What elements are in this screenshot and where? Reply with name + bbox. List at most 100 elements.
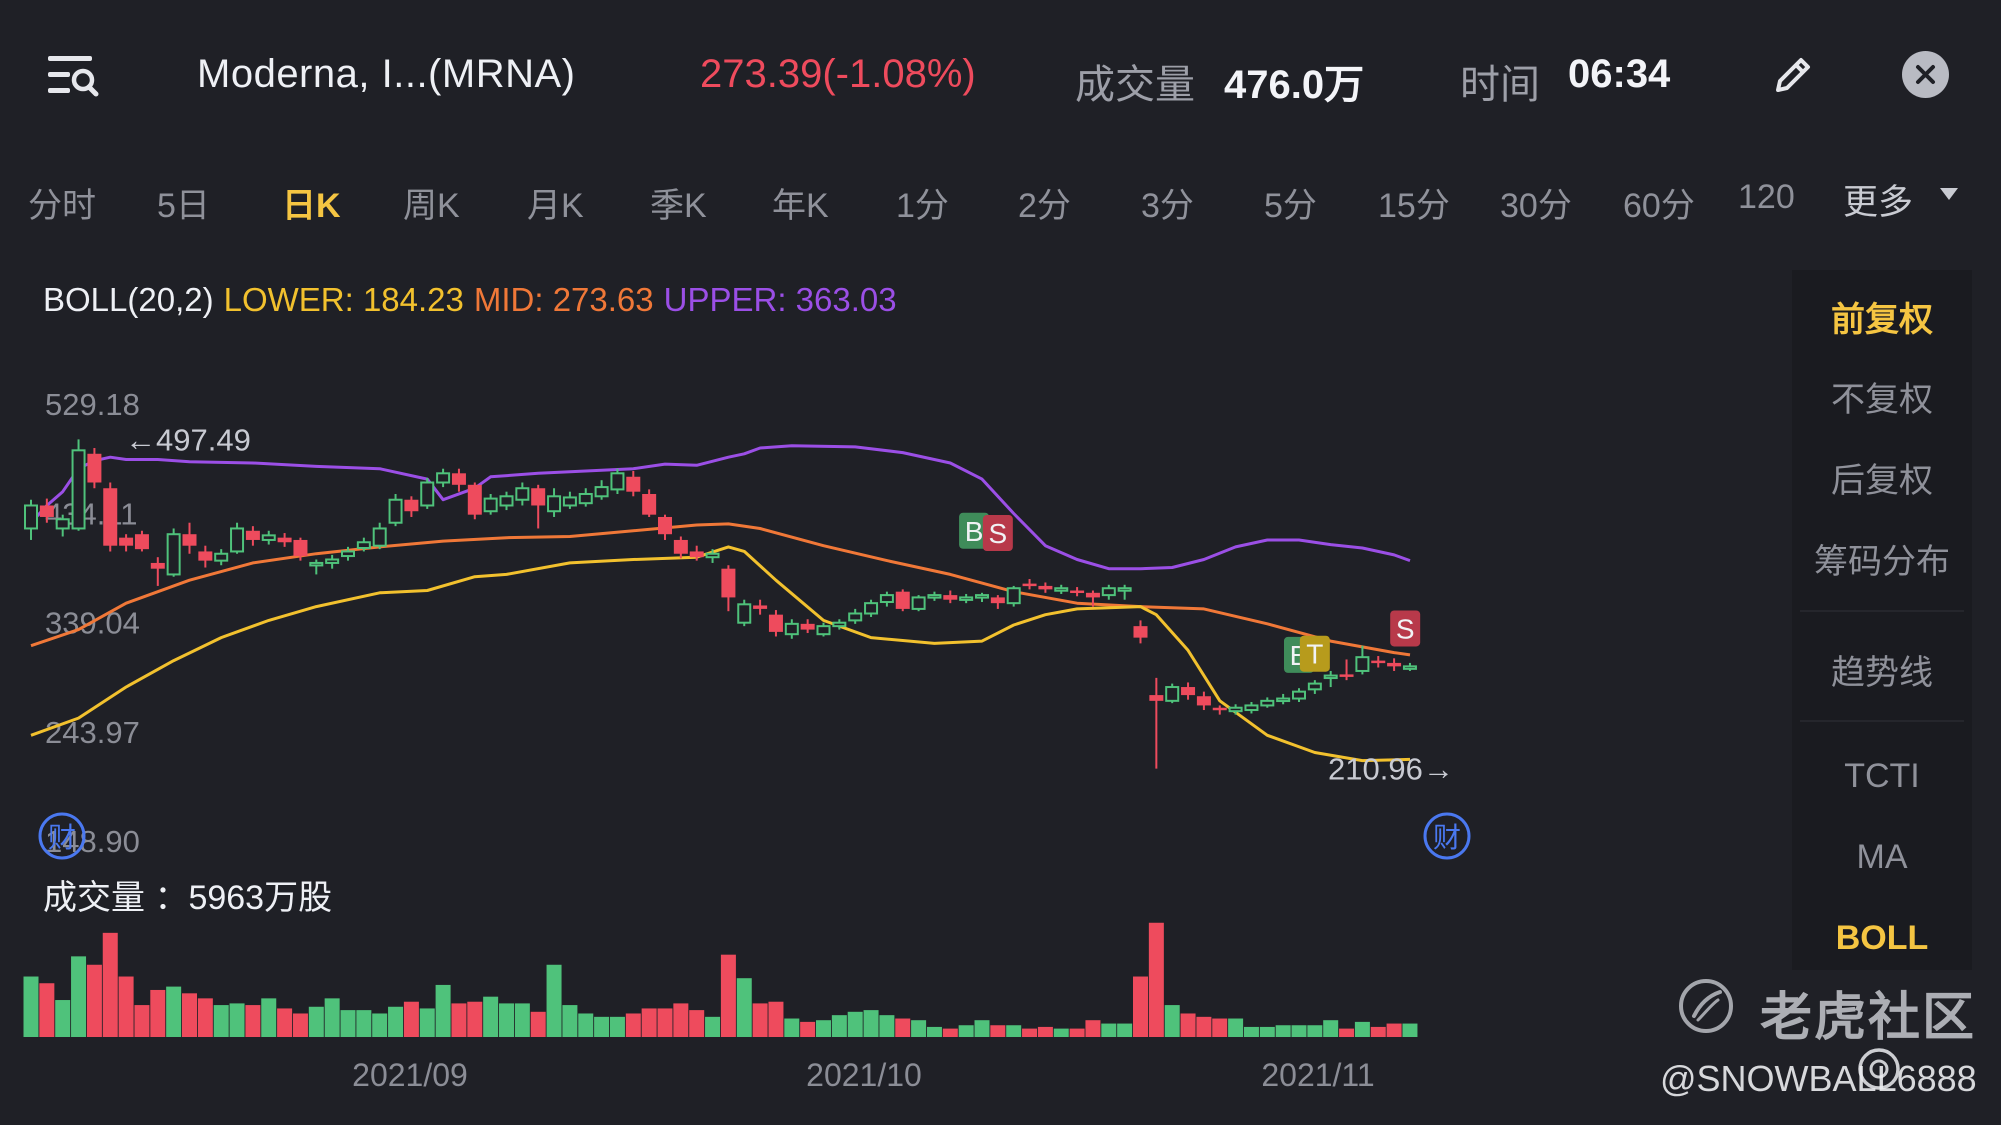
candle-body [1323, 674, 1338, 680]
volume-bar [657, 1008, 673, 1037]
volume-bar [1228, 1018, 1244, 1037]
volume-bar [816, 1020, 831, 1037]
tab-quarterly-k[interactable]: 季K [650, 187, 707, 225]
tiger-community-logo-icon [1678, 978, 1734, 1034]
earnings-marker-icon [1423, 812, 1471, 860]
price-chart[interactable]: 529.18434.11339.04243.97148.90←497.49210… [0, 370, 1790, 1090]
candle-body [737, 603, 752, 624]
candle-body [388, 498, 403, 524]
volume-bar [958, 1025, 974, 1037]
candle-body [753, 605, 768, 609]
volume-bar [1291, 1025, 1307, 1037]
pencil-icon[interactable] [1770, 52, 1816, 98]
tab-2min[interactable]: 2分 [1018, 187, 1071, 225]
volume-bar [768, 1001, 784, 1037]
candle-body [119, 537, 134, 546]
candle-body [864, 602, 879, 615]
option-backward-adjusted[interactable]: 后复权 [1831, 462, 1933, 500]
volume-bar [182, 993, 197, 1037]
candle-body [975, 594, 989, 599]
volume-bar [800, 1021, 816, 1037]
chevron-down-icon[interactable] [1940, 188, 1958, 200]
volume-bar [1402, 1023, 1418, 1037]
tab-3min[interactable]: 3分 [1141, 187, 1194, 225]
volume-bar [514, 1003, 530, 1037]
volume-bar [673, 1003, 689, 1037]
candle-body [895, 591, 910, 609]
close-icon[interactable] [1902, 51, 1949, 98]
tab-5min[interactable]: 5分 [1264, 187, 1317, 225]
candle-body [1149, 695, 1164, 701]
trade-marker [959, 512, 990, 549]
candle-body [1276, 697, 1291, 703]
volume-bar [1037, 1026, 1053, 1037]
tab-1min[interactable]: 1分 [896, 187, 949, 225]
tab-fenshi[interactable]: 分时 [28, 187, 96, 225]
x-tick-label: 2021/09 [352, 1057, 468, 1090]
option-chip-distribution[interactable]: 筹码分布 [1814, 543, 1950, 581]
volume-bar [1370, 1026, 1386, 1037]
tab-weekly-k[interactable]: 周K [403, 187, 460, 225]
volume-bar [705, 1016, 721, 1037]
trade-marker-label: S [1396, 613, 1415, 644]
volume-bar [292, 1013, 308, 1037]
boll-mid-line [30, 522, 1411, 657]
more-tab[interactable]: 更多 [1843, 183, 1914, 222]
menu-search-icon[interactable] [46, 52, 100, 100]
tab-30min[interactable]: 30分 [1500, 187, 1572, 225]
volume-label: 成交量 [1075, 63, 1195, 107]
volume-bar [1006, 1025, 1022, 1037]
watermark-username: @SNOWBALL6888 [1660, 1058, 1977, 1099]
tab-5day[interactable]: 5日 [157, 187, 210, 225]
option-forward-adjusted[interactable]: 前复权 [1831, 301, 1933, 339]
volume-bar [1323, 1020, 1339, 1037]
option-ma[interactable]: MA [1856, 838, 1908, 876]
candle-body [673, 539, 688, 554]
candle-body [768, 614, 783, 632]
candle-body [39, 505, 54, 517]
volume-bar [1339, 1028, 1355, 1037]
volume-bar [641, 1008, 657, 1037]
tab-120min[interactable]: 120 [1738, 178, 1795, 216]
time-label: 时间 [1460, 63, 1540, 107]
volume-bar [261, 998, 277, 1037]
trade-marker [1390, 610, 1421, 647]
option-boll[interactable]: BOLL [1835, 919, 1929, 957]
tab-monthly-k[interactable]: 月K [527, 187, 584, 225]
volume-bar [245, 1005, 261, 1037]
candle-body [943, 595, 958, 600]
volume-bar [499, 1003, 514, 1037]
tab-60min[interactable]: 60分 [1623, 187, 1695, 225]
candle-body [911, 596, 926, 610]
candle-body [1402, 665, 1417, 670]
boll-name: BOLL(20,2) [43, 281, 214, 318]
divider [1800, 720, 1964, 722]
option-trendline[interactable]: 趋势线 [1831, 654, 1933, 692]
option-tcti[interactable]: TCTI [1844, 757, 1920, 795]
volume-bar [150, 989, 166, 1037]
option-unadjusted[interactable]: 不复权 [1831, 381, 1933, 419]
volume-bar [1196, 1016, 1212, 1037]
tab-daily-k[interactable]: 日K [282, 187, 341, 225]
volume-bar [1148, 922, 1164, 1037]
candle-body [531, 488, 546, 506]
volume-bar [1053, 1028, 1069, 1037]
tab-yearly-k[interactable]: 年K [772, 187, 829, 225]
candle-body [594, 486, 609, 498]
candle-body [1038, 585, 1053, 590]
volume-bar [467, 1001, 483, 1037]
volume-bar [847, 1011, 863, 1037]
candle-body [1117, 587, 1132, 592]
volume-bar [388, 1006, 404, 1037]
trade-marker-label: B [965, 516, 984, 547]
tab-15min[interactable]: 15分 [1378, 187, 1450, 225]
volume-bar [609, 1016, 625, 1037]
volume-bar [134, 1005, 150, 1037]
volume-bar [562, 1005, 578, 1037]
trade-marker-label: S [989, 518, 1008, 549]
volume-bar [990, 1025, 1006, 1037]
volume-bar [1101, 1023, 1117, 1037]
volume-bar [1069, 1028, 1085, 1037]
volume-bar [55, 1000, 71, 1037]
candle-body [214, 552, 229, 562]
